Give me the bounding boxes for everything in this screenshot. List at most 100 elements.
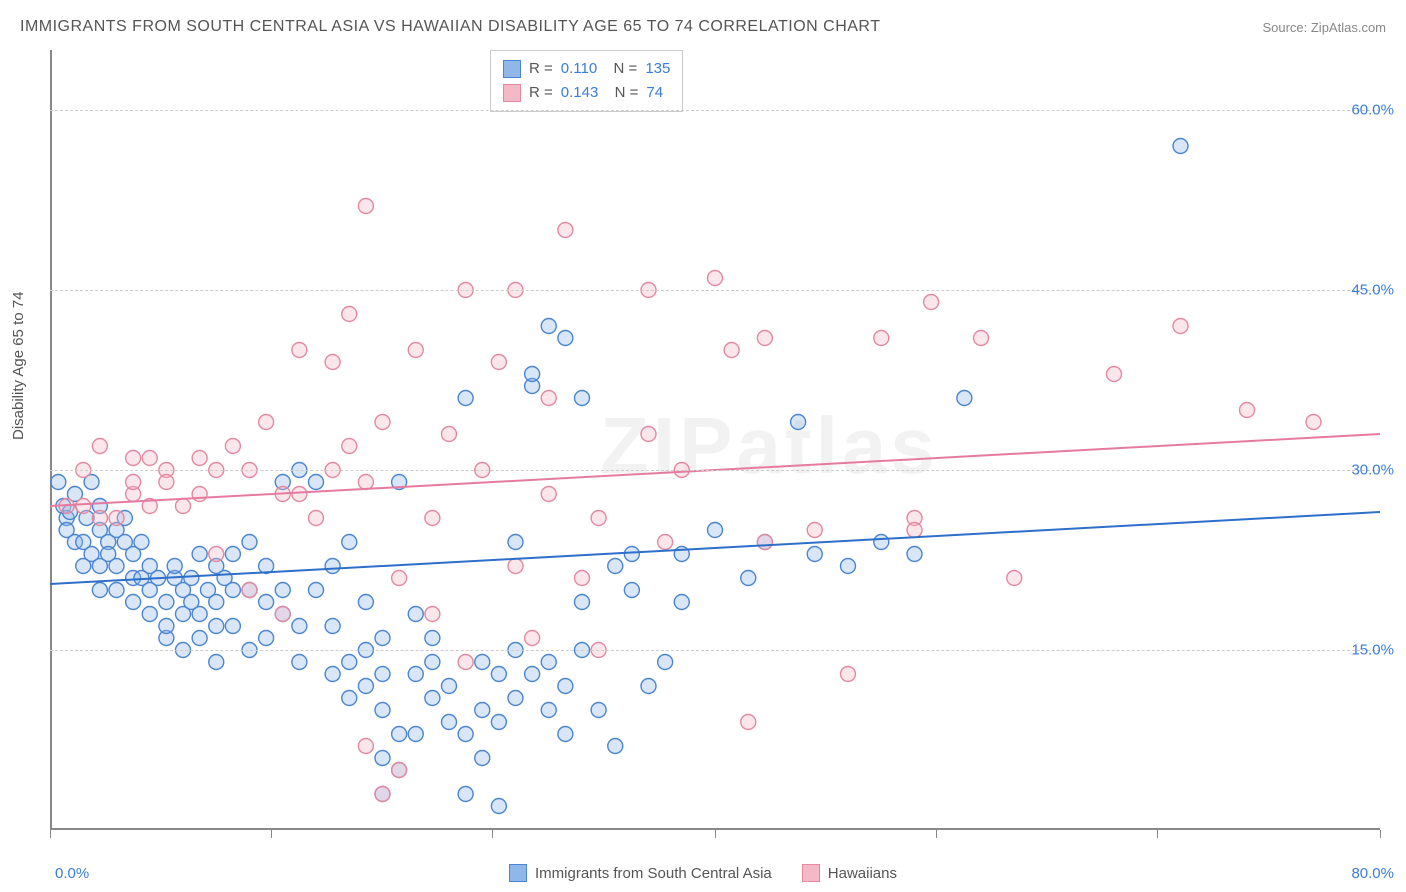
legend-row: R =0.110 N =135 (503, 57, 670, 81)
scatter-point (325, 667, 340, 682)
scatter-point (1173, 319, 1188, 334)
scatter-point (109, 511, 124, 526)
scatter-point (126, 595, 141, 610)
x-min-label: 0.0% (55, 865, 89, 882)
scatter-point (342, 535, 357, 550)
scatter-point (225, 547, 240, 562)
scatter-point (475, 703, 490, 718)
y-tick-label: 45.0% (1351, 282, 1394, 299)
scatter-point (525, 667, 540, 682)
scatter-point (1107, 367, 1122, 382)
y-tick-label: 30.0% (1351, 462, 1394, 479)
scatter-point (757, 331, 772, 346)
scatter-point (51, 475, 66, 490)
scatter-point (541, 655, 556, 670)
series-legend-label: Hawaiians (828, 865, 897, 882)
source-attribution: Source: ZipAtlas.com (1262, 20, 1386, 35)
scatter-point (225, 439, 240, 454)
scatter-point (525, 367, 540, 382)
n-label: N = (605, 57, 637, 81)
scatter-point (508, 559, 523, 574)
scatter-point (192, 487, 207, 502)
scatter-point (408, 607, 423, 622)
scatter-point (92, 511, 107, 526)
n-value: 74 (646, 81, 663, 105)
scatter-point (475, 655, 490, 670)
y-axis-label: Disability Age 65 to 74 (10, 292, 27, 440)
series-legend-item: Immigrants from South Central Asia (509, 864, 772, 882)
scatter-point (1007, 571, 1022, 586)
scatter-point (292, 655, 307, 670)
scatter-point (292, 487, 307, 502)
scatter-point (491, 715, 506, 730)
scatter-point (1306, 415, 1321, 430)
scatter-point (491, 355, 506, 370)
scatter-point (458, 391, 473, 406)
scatter-point (342, 691, 357, 706)
scatter-point (708, 271, 723, 286)
scatter-point (392, 727, 407, 742)
scatter-point (558, 727, 573, 742)
x-tick (715, 830, 716, 838)
scatter-point (342, 307, 357, 322)
scatter-point (525, 631, 540, 646)
scatter-point (309, 583, 324, 598)
scatter-point (142, 451, 157, 466)
scatter-point (358, 739, 373, 754)
y-tick-label: 15.0% (1351, 642, 1394, 659)
scatter-point (242, 583, 257, 598)
scatter-point (641, 427, 656, 442)
x-tick (50, 830, 51, 838)
legend-row: R =0.143 N = 74 (503, 81, 670, 105)
legend-swatch (509, 864, 527, 882)
scatter-point (275, 583, 290, 598)
scatter-point (392, 763, 407, 778)
series-legend-item: Hawaiians (802, 864, 897, 882)
scatter-point (575, 391, 590, 406)
x-tick (492, 830, 493, 838)
scatter-point (841, 559, 856, 574)
scatter-point (292, 619, 307, 634)
scatter-point (658, 655, 673, 670)
scatter-point (1173, 139, 1188, 154)
scatter-point (375, 415, 390, 430)
scatter-point (92, 439, 107, 454)
scatter-point (558, 223, 573, 238)
scatter-point (184, 571, 199, 586)
scatter-point (1240, 403, 1255, 418)
scatter-point (192, 451, 207, 466)
scatter-point (392, 571, 407, 586)
scatter-point (425, 511, 440, 526)
scatter-point (757, 535, 772, 550)
scatter-point (209, 655, 224, 670)
scatter-point (442, 715, 457, 730)
scatter-point (425, 631, 440, 646)
r-label: R = (529, 81, 553, 105)
scatter-point (791, 415, 806, 430)
scatter-point (342, 655, 357, 670)
x-tick (271, 830, 272, 838)
correlation-legend: R =0.110 N =135R =0.143 N = 74 (490, 50, 683, 112)
scatter-point (167, 559, 182, 574)
gridline (50, 290, 1380, 291)
scatter-point (192, 607, 207, 622)
r-value: 0.110 (561, 57, 597, 81)
scatter-point (358, 679, 373, 694)
scatter-point (275, 607, 290, 622)
scatter-point (192, 631, 207, 646)
scatter-point (292, 343, 307, 358)
scatter-point (491, 799, 506, 814)
scatter-point (259, 415, 274, 430)
scatter-point (309, 475, 324, 490)
scatter-point (242, 535, 257, 550)
scatter-point (575, 571, 590, 586)
scatter-point (76, 499, 91, 514)
scatter-point (458, 787, 473, 802)
scatter-point (375, 631, 390, 646)
gridline (50, 650, 1380, 651)
scatter-point (957, 391, 972, 406)
scatter-point (874, 535, 889, 550)
scatter-point (508, 691, 523, 706)
scatter-point (225, 619, 240, 634)
scatter-point (591, 703, 606, 718)
